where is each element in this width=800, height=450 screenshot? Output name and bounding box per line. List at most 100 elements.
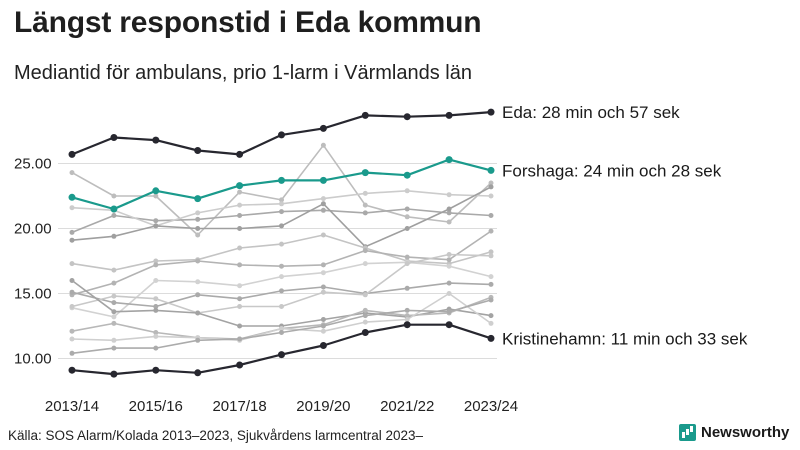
- background-series-8-line: [71, 282, 492, 308]
- series-label-eda: Eda: 28 min och 57 sek: [502, 103, 680, 122]
- gridlines: [58, 163, 497, 359]
- background-series-3-point: [404, 188, 410, 194]
- background-series-4-point: [69, 237, 75, 243]
- background-series-8-point: [279, 288, 284, 294]
- background-series-2-point: [69, 229, 75, 235]
- background-series-2-point: [488, 213, 494, 218]
- series-kristinehamn-point: [403, 321, 411, 329]
- background-series-1-point: [279, 197, 284, 203]
- background-series-2-point: [153, 218, 159, 224]
- background-series-12-point: [404, 317, 410, 322]
- background-series-13-point: [153, 345, 159, 351]
- x-axis-ticks: 2013/14 2015/16 2017/18 2019/20 2021/22 2023/…: [45, 398, 518, 415]
- background-series-9-point: [279, 304, 284, 309]
- background-series-12-point: [69, 336, 75, 342]
- background-series-6-point: [237, 262, 243, 268]
- background-series-6-point: [320, 262, 326, 268]
- background-series-11-point: [362, 307, 368, 313]
- series-kristinehamn-point: [361, 329, 369, 336]
- series-eda-point: [445, 111, 453, 119]
- series-forshaga: [68, 156, 495, 213]
- background-series-12-point: [111, 337, 117, 343]
- background-series-9-point: [153, 296, 159, 302]
- background-series-3-point: [237, 202, 243, 208]
- background-series-1-point: [237, 189, 243, 195]
- background-series-11-point: [404, 313, 410, 319]
- background-series-3: [69, 188, 494, 229]
- background-series-4-point: [195, 226, 201, 231]
- background-series-group: [69, 142, 494, 356]
- series-kristinehamn-point: [236, 361, 244, 369]
- background-series-1-point: [446, 219, 452, 225]
- background-series-6-point: [404, 254, 410, 260]
- background-series-11-point: [153, 330, 159, 335]
- chart-title: Längst responstid i Eda kommun: [14, 6, 482, 39]
- background-series-7-point: [195, 279, 201, 285]
- series-eda-point: [361, 111, 369, 119]
- background-series-6-point: [446, 257, 452, 263]
- background-series-8-point: [446, 280, 452, 286]
- x-tick-label: 2015/16: [129, 398, 183, 415]
- series-kristinehamn-point: [445, 321, 453, 329]
- background-series-7-point: [488, 274, 494, 280]
- background-series-11-point: [69, 328, 75, 334]
- background-series-13-point: [237, 336, 243, 342]
- x-tick-label: 2019/20: [296, 398, 350, 415]
- series-eda-point: [403, 113, 411, 121]
- background-series-4-point: [111, 233, 117, 239]
- background-series-10-point: [69, 278, 75, 283]
- brand-logo[interactable]: Newsworthy: [679, 424, 789, 441]
- series-eda-point: [236, 150, 244, 158]
- x-tick-label: 2017/18: [212, 398, 266, 415]
- background-series-1-point: [153, 193, 159, 199]
- background-series-7-point: [320, 270, 326, 276]
- series-label-forshaga: Forshaga: 24 min och 28 sek: [502, 161, 722, 180]
- background-series-2-point: [237, 213, 243, 218]
- background-series-5-point: [111, 267, 117, 273]
- series-eda: [68, 108, 495, 158]
- background-series-5-point: [69, 261, 75, 267]
- background-series-2-point: [111, 213, 117, 218]
- series-forshaga-point: [278, 176, 285, 184]
- background-series-6: [69, 228, 494, 298]
- series-eda-point: [152, 136, 160, 144]
- background-series-10-point: [195, 310, 201, 316]
- series-kristinehamn-point: [110, 370, 118, 378]
- newsworthy-logo-icon: [679, 424, 696, 441]
- background-series-11-point: [111, 320, 117, 326]
- series-kristinehamn-point: [487, 334, 495, 342]
- background-series-12-point: [279, 326, 284, 332]
- x-tick-label: 2013/14: [45, 398, 99, 415]
- series-labels: Eda: 28 min och 57 sek Forshaga: 24 min o…: [502, 103, 748, 348]
- background-series-9-point: [69, 304, 75, 309]
- y-tick-label: 25.00: [14, 156, 52, 173]
- series-forshaga-point: [403, 171, 411, 179]
- y-tick-label: 15.00: [14, 286, 52, 303]
- source-note: Källa: SOS Alarm/Kolada 2013–2023, Sjukv…: [8, 428, 423, 443]
- x-tick-label: 2023/24: [464, 398, 518, 415]
- background-series-1-point: [488, 180, 494, 186]
- background-series-1-line: [71, 144, 492, 236]
- background-series-6-point: [195, 258, 201, 264]
- background-series-1-point: [69, 170, 75, 176]
- background-series-1-point: [320, 142, 326, 148]
- series-kristinehamn-point: [68, 366, 76, 374]
- background-series-3-point: [488, 193, 494, 199]
- background-series-7: [69, 259, 494, 320]
- background-series-4-point: [153, 223, 159, 229]
- background-series-5-point: [153, 258, 159, 264]
- background-series-4-point: [237, 226, 243, 231]
- background-series-6-point: [488, 228, 494, 234]
- series-kristinehamn-point: [319, 342, 327, 349]
- series-forshaga-point: [110, 205, 118, 213]
- background-series-6-point: [279, 263, 284, 269]
- series-forshaga-point: [68, 193, 76, 201]
- series-forshaga-point: [236, 182, 244, 190]
- background-series-7-point: [446, 263, 452, 269]
- background-series-7-point: [153, 278, 159, 283]
- highlighted-series-group: [68, 108, 495, 378]
- background-series-13-point: [446, 309, 452, 315]
- background-series-2-point: [404, 206, 410, 212]
- background-series-13-point: [69, 350, 75, 356]
